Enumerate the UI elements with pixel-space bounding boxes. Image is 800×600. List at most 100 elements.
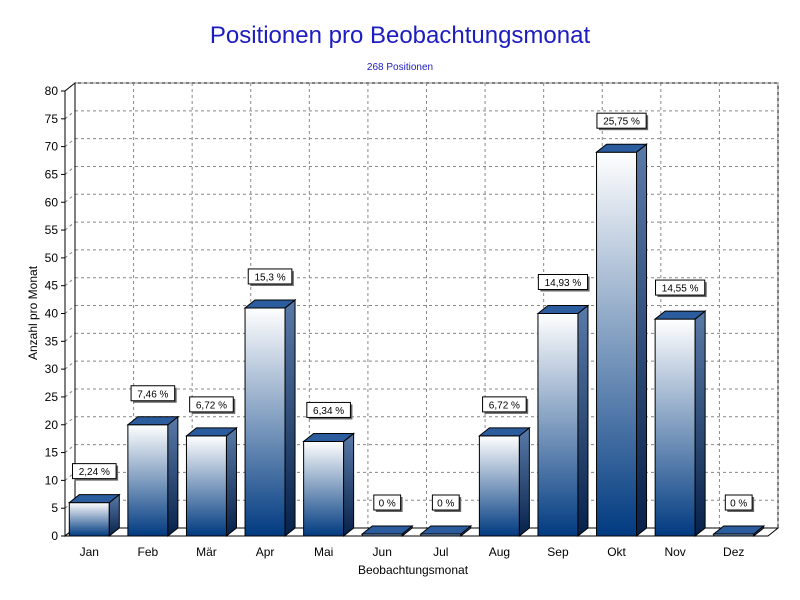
y-tick-label: 45	[45, 279, 59, 293]
bar-top	[712, 525, 766, 535]
data-label-text: 25,75 %	[603, 117, 640, 128]
x-tick-label: Dez	[723, 545, 744, 559]
grid-line-depth	[64, 471, 76, 481]
bar-top	[126, 416, 180, 426]
data-label-text: 7,46 %	[137, 389, 168, 400]
y-tick-label: 65	[45, 167, 59, 181]
data-label-box	[306, 401, 351, 418]
data-label-text: 15,3 %	[254, 272, 285, 283]
bar-front	[68, 502, 110, 537]
grid-line-depth	[64, 388, 76, 398]
y-tick-label: 20	[45, 418, 59, 432]
data-label-text: 6,72 %	[196, 400, 227, 411]
grid-line-depth	[64, 277, 76, 287]
data-label-box	[655, 279, 706, 296]
y-tick-label: 40	[45, 307, 59, 321]
bar-front	[244, 307, 286, 537]
data-label-text: 6,34 %	[313, 406, 344, 417]
bar-side	[694, 310, 706, 538]
bar-top	[595, 143, 648, 153]
data-label-box	[431, 494, 460, 511]
bar	[477, 426, 531, 538]
data-label-box	[189, 396, 234, 413]
data-label-box	[724, 494, 753, 511]
x-tick-label: Nov	[664, 545, 685, 559]
bar-side	[518, 426, 530, 538]
x-tick-label: Jun	[373, 545, 392, 559]
data-label: 6,34 %	[306, 401, 353, 420]
chart-subtitle: 268 Positionen	[366, 62, 434, 73]
bar	[536, 304, 590, 538]
grid-line-depth	[64, 221, 76, 231]
data-label: 6,72 %	[482, 396, 529, 414]
x-tick-label: Sep	[547, 545, 569, 559]
data-label-text: 14,55 %	[662, 284, 699, 295]
bar	[302, 432, 356, 538]
bar	[67, 493, 121, 538]
grid-line-depth	[64, 360, 76, 370]
bar-top	[302, 432, 356, 442]
bar-top	[653, 310, 707, 320]
data-labels: 2,24 % 7,46 % 6,72 % 15,3 % 6,34 % 0 % 0 % 6,72…	[71, 112, 755, 512]
y-tick-label: 70	[45, 140, 59, 154]
bar-front	[127, 424, 169, 537]
bar-side	[636, 143, 648, 538]
data-label: 2,24 %	[71, 463, 119, 481]
data-label: 0 %	[724, 494, 755, 512]
data-label: 14,55 %	[655, 279, 707, 298]
data-label: 15,3 %	[247, 268, 294, 286]
y-tick-label: 25	[45, 390, 59, 404]
grid-line-depth	[64, 138, 76, 148]
y-tick-label: 80	[45, 84, 59, 98]
y-axis-label: Anzahl pro Monat	[26, 265, 40, 360]
bar-top	[67, 494, 121, 504]
y-tick-label: 60	[45, 195, 59, 209]
y-tick-label: 55	[45, 223, 59, 237]
data-label: 0 %	[373, 494, 403, 512]
bar-side	[343, 432, 355, 538]
bar-top	[360, 525, 414, 535]
data-label: 7,46 %	[130, 385, 177, 403]
data-label-text: 6,72 %	[489, 400, 520, 411]
grid-line-depth	[64, 416, 76, 426]
data-label-text: 0 %	[437, 499, 454, 510]
data-label-text: 2,24 %	[79, 467, 110, 478]
bar-side	[167, 415, 179, 538]
y-tick-label: 15	[45, 446, 59, 460]
x-tick-label: Mär	[196, 545, 217, 559]
bar-top	[477, 427, 531, 437]
bar-front	[478, 435, 520, 537]
x-tick-label: Apr	[256, 545, 275, 559]
y-tick-label: 0	[51, 529, 58, 543]
grid-line-depth	[64, 332, 76, 342]
bar	[653, 310, 707, 538]
grid-line-depth	[64, 444, 76, 453]
bar	[243, 298, 297, 538]
y-tick-label: 30	[45, 362, 59, 376]
bar-side	[225, 426, 237, 538]
bar	[185, 426, 238, 538]
data-label-text: 14,93 %	[545, 278, 582, 289]
bar	[360, 524, 414, 538]
bar-top	[185, 427, 238, 437]
data-label-box	[537, 274, 589, 290]
bar-front	[303, 440, 345, 537]
bar-front	[654, 318, 696, 537]
y-tick-label: 5	[51, 501, 58, 515]
bar	[595, 143, 648, 538]
chart-title: Positionen pro Beobachtungsmonat	[209, 22, 591, 49]
data-label-box	[130, 385, 176, 402]
data-label-box	[596, 112, 647, 129]
grid-line-depth	[64, 193, 76, 203]
data-label-box	[71, 463, 117, 480]
bar-side	[577, 304, 589, 538]
grid-line-depth	[64, 110, 76, 120]
bar-top	[419, 525, 473, 535]
y-tick-label: 75	[45, 112, 59, 126]
data-label: 14,93 %	[537, 274, 590, 292]
bar-top	[536, 305, 590, 314]
data-label-text: 0 %	[730, 499, 747, 510]
grid-line-depth	[64, 166, 76, 175]
data-label-box	[482, 396, 527, 413]
